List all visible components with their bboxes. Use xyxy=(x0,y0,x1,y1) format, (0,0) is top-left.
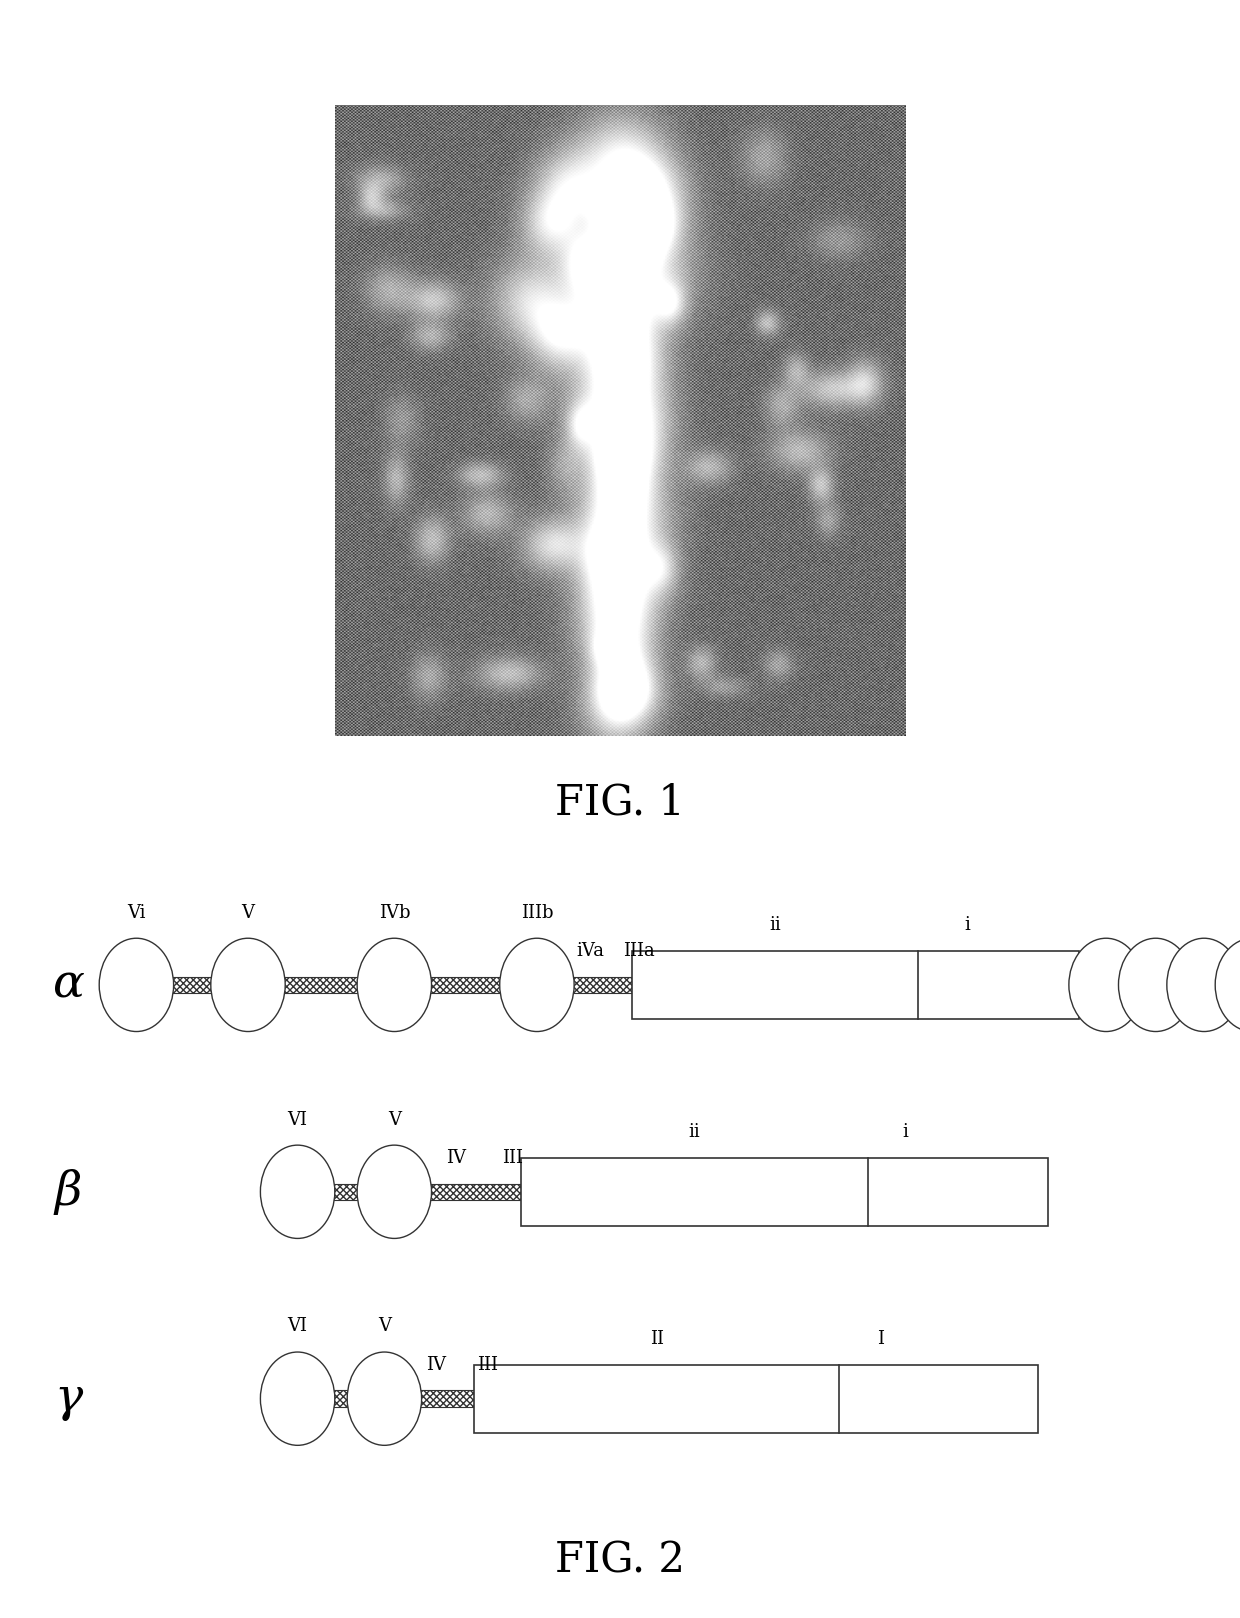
Text: FIG. 1: FIG. 1 xyxy=(556,781,684,824)
Ellipse shape xyxy=(347,1353,422,1445)
Text: III: III xyxy=(477,1356,497,1374)
Text: IIIb: IIIb xyxy=(521,904,553,922)
Text: FIG. 2: FIG. 2 xyxy=(556,1539,684,1581)
Bar xyxy=(521,1158,1048,1226)
Ellipse shape xyxy=(500,938,574,1032)
Bar xyxy=(429,977,502,993)
Text: II: II xyxy=(650,1330,665,1348)
Bar xyxy=(283,977,360,993)
Text: IV: IV xyxy=(446,1149,466,1167)
Text: III: III xyxy=(502,1149,522,1167)
Bar xyxy=(429,1183,521,1201)
Text: I: I xyxy=(877,1330,884,1348)
Bar xyxy=(474,1366,1038,1432)
Text: VI: VI xyxy=(288,1110,308,1129)
Text: i: i xyxy=(903,1123,908,1141)
Text: iVa: iVa xyxy=(577,942,604,959)
Bar xyxy=(332,1183,360,1201)
Bar xyxy=(632,951,1079,1019)
Text: V: V xyxy=(242,904,254,922)
Bar xyxy=(572,977,632,993)
Ellipse shape xyxy=(1069,938,1143,1032)
Text: γ: γ xyxy=(55,1375,82,1421)
Text: ii: ii xyxy=(688,1123,701,1141)
Bar xyxy=(419,1390,474,1408)
Bar xyxy=(332,1390,350,1408)
Ellipse shape xyxy=(1167,938,1240,1032)
Text: i: i xyxy=(965,916,970,935)
Text: IVb: IVb xyxy=(378,904,410,922)
Bar xyxy=(171,977,213,993)
Ellipse shape xyxy=(1215,938,1240,1032)
Text: α: α xyxy=(52,963,84,1008)
Text: V: V xyxy=(378,1317,391,1335)
Text: ii: ii xyxy=(769,916,781,935)
Ellipse shape xyxy=(260,1353,335,1445)
Text: Vi: Vi xyxy=(128,904,145,922)
Ellipse shape xyxy=(357,1146,432,1238)
Text: VI: VI xyxy=(288,1317,308,1335)
Ellipse shape xyxy=(211,938,285,1032)
Text: IV: IV xyxy=(427,1356,446,1374)
Text: IIIa: IIIa xyxy=(622,942,655,959)
Ellipse shape xyxy=(1118,938,1193,1032)
Ellipse shape xyxy=(357,938,432,1032)
Ellipse shape xyxy=(99,938,174,1032)
Text: V: V xyxy=(388,1110,401,1129)
Ellipse shape xyxy=(260,1146,335,1238)
Text: β: β xyxy=(55,1168,82,1215)
